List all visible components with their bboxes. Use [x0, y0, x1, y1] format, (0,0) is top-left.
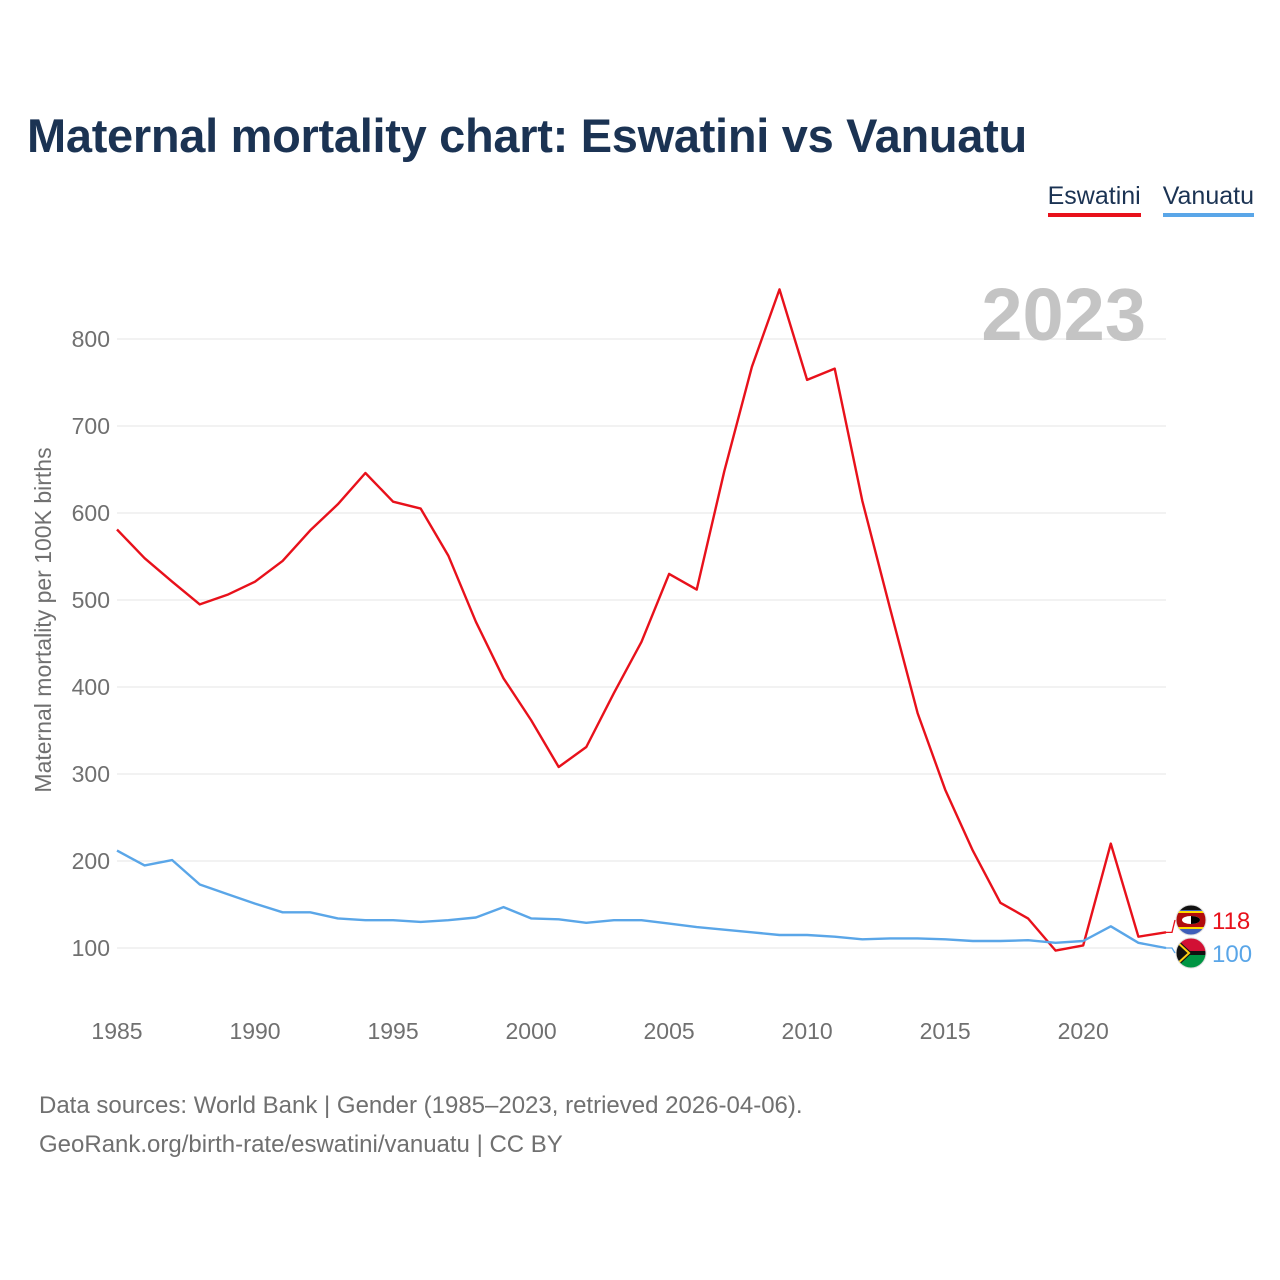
flag-vanuatu-icon: [1175, 937, 1207, 969]
x-tick-label-1985: 1985: [91, 1018, 142, 1044]
y-axis-label: Maternal mortality per 100K births: [30, 447, 56, 792]
end-value-label-vanuatu: 100: [1212, 941, 1252, 968]
x-tick-label-1995: 1995: [367, 1018, 418, 1044]
grid-lines: [117, 338, 1166, 949]
y-axis-ticks: 100 200 300 400 500 600 700 800: [72, 326, 110, 961]
series-line-vanuatu: [116, 849, 1167, 950]
y-tick-label-800: 800: [72, 326, 110, 352]
x-tick-label-2015: 2015: [920, 1018, 971, 1044]
connector-eswatini: [1166, 919, 1176, 933]
x-axis-ticks: 1985 1990 1995 2000 2005 2010 2015 2020: [91, 1018, 1108, 1044]
data-source-note: Data sources: World Bank | Gender (1985–…: [39, 1092, 803, 1119]
x-tick-label-1990: 1990: [229, 1018, 280, 1044]
x-tick-label-2000: 2000: [505, 1018, 556, 1044]
year-label: 2023: [981, 273, 1146, 356]
y-tick-label-600: 600: [72, 500, 110, 526]
y-tick-label-300: 300: [72, 761, 110, 787]
y-tick-label-400: 400: [72, 674, 110, 700]
series-lines: [116, 288, 1167, 952]
connector-vanuatu: [1166, 947, 1176, 954]
y-tick-label-100: 100: [72, 935, 110, 961]
x-tick-label-2020: 2020: [1058, 1018, 1109, 1044]
chart-title: Maternal mortality chart: Eswatini vs Va…: [27, 109, 1027, 162]
series-line-eswatini: [116, 288, 1167, 952]
y-tick-label-200: 200: [72, 848, 110, 874]
attribution-link[interactable]: GeoRank.org/birth-rate/eswatini/vanuatu …: [39, 1131, 563, 1158]
y-tick-label-500: 500: [72, 587, 110, 613]
y-tick-label-700: 700: [72, 413, 110, 439]
legend-item-eswatini[interactable]: Eswatini: [1047, 182, 1141, 217]
x-tick-label-2005: 2005: [644, 1018, 695, 1044]
legend: Eswatini Vanuatu: [1047, 182, 1254, 217]
flag-eswatini-icon: [1175, 904, 1207, 936]
end-value-label-eswatini: 118: [1212, 908, 1250, 935]
footer: Data sources: World Bank | Gender (1985–…: [39, 1086, 803, 1164]
legend-item-vanuatu[interactable]: Vanuatu: [1162, 182, 1254, 217]
x-tick-label-2010: 2010: [782, 1018, 833, 1044]
